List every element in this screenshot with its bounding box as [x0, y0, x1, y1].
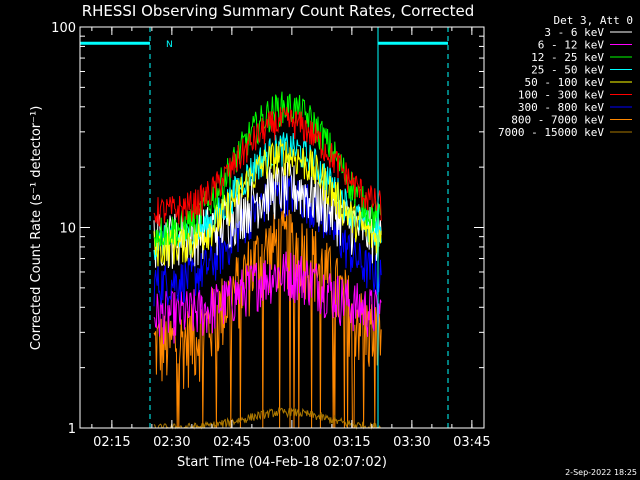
footer-timestamp: 2-Sep-2022 18:25: [565, 468, 637, 477]
series-line-7: [153, 209, 382, 429]
x-tick-label-4: 03:15: [333, 435, 370, 450]
series-line-5: [153, 106, 382, 227]
status-marker-label: N: [166, 40, 173, 50]
chart-title: RHESSI Observing Summary Count Rates, Co…: [82, 2, 475, 20]
legend-label-5: 100 - 300 keV: [518, 89, 604, 102]
series-line-4: [153, 139, 382, 267]
legend-label-1: 6 - 12 keV: [538, 39, 605, 52]
series-line-1: [153, 251, 382, 345]
y-axis-label: Corrected Count Rate (s⁻¹ detector⁻¹): [29, 106, 44, 351]
legend-label-3: 25 - 50 keV: [531, 64, 604, 77]
x-tick-label-2: 02:45: [213, 435, 250, 450]
x-tick-label-3: 03:00: [273, 435, 310, 450]
legend-title: Det 3, Att 0: [554, 14, 633, 27]
legend-label-4: 50 - 100 keV: [525, 76, 605, 89]
series-line-2: [153, 91, 382, 247]
x-tick-label-1: 02:30: [153, 435, 190, 450]
legend-label-8: 7000 - 15000 keV: [498, 126, 604, 139]
legend-label-7: 800 - 7000 keV: [511, 114, 604, 127]
y-tick-label-1: 10: [59, 222, 76, 237]
x-tick-label-5: 03:30: [393, 435, 430, 450]
y-tick-label-2: 100: [51, 21, 76, 36]
y-tick-label-0: 1: [68, 422, 76, 437]
ticks: 02:15 02:30 02:45 03:00 03:15 03:30 03:45 1 10 10…: [51, 21, 490, 450]
legend-label-6: 300 - 800 keV: [518, 101, 604, 114]
legend-label-2: 12 - 25 keV: [531, 51, 604, 64]
legend-label-0: 3 - 6 keV: [544, 26, 604, 39]
x-axis-label: Start Time (04-Feb-18 02:07:02): [177, 455, 387, 470]
x-tick-label-6: 03:45: [453, 435, 490, 450]
x-tick-label-0: 02:15: [93, 435, 130, 450]
